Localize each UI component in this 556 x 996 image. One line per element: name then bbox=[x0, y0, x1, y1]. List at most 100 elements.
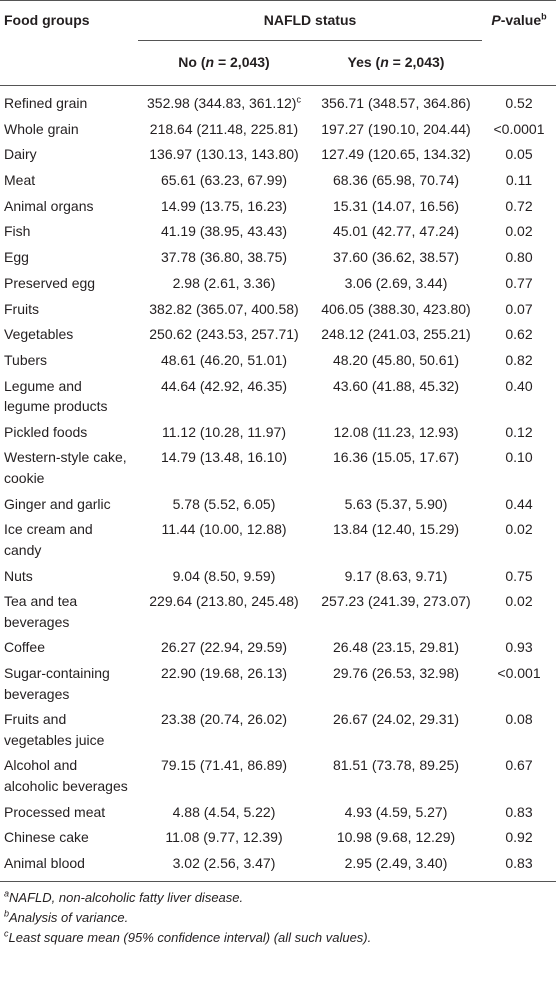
table-cell: 26.48 (23.15, 29.81) bbox=[332, 639, 460, 656]
table-cell: Vegetables bbox=[4, 326, 74, 343]
data-table: Food groups NAFLD status P-valueb No (n … bbox=[0, 0, 556, 882]
table-cell: 26.67 (24.02, 29.31) bbox=[332, 711, 460, 728]
table-row: Pickled foods 11.12 (10.28, 11.97) 12.08 (… bbox=[0, 419, 556, 445]
table-cell: 250.62 (243.53, 257.71) bbox=[149, 326, 299, 343]
table-cell: 43.60 (41.88, 45.32) bbox=[332, 377, 460, 394]
table-cell: Coffee bbox=[4, 639, 45, 656]
table-row: Legume and legume products 44.64 (42.92, … bbox=[0, 373, 556, 419]
table-cell: 352.98 (344.83, 361.12)c bbox=[138, 86, 310, 117]
table-cell: 12.08 (11.23, 12.93) bbox=[333, 423, 459, 440]
table-row: Refined grain 352.98 (344.83, 361.12)c 356… bbox=[0, 86, 556, 117]
table-row: Chinese cake 11.08 (9.77, 12.39) 10.98 (9.… bbox=[0, 825, 556, 851]
table-cell: 37.78 (36.80, 38.75) bbox=[160, 249, 288, 266]
table-row: Alcohol and alcoholic beverages 79.15 (71… bbox=[0, 753, 556, 799]
table-cell: 3.02 (2.56, 3.47) bbox=[138, 850, 310, 882]
table-cell: <0.001 bbox=[497, 665, 541, 682]
table-cell: Animal blood bbox=[0, 850, 138, 882]
header-text: = 2,043) bbox=[214, 53, 270, 70]
table-cell: 14.79 (13.48, 16.10) bbox=[160, 449, 288, 466]
table-cell: 48.20 (45.80, 50.61) bbox=[332, 351, 460, 368]
table-cell: 136.97 (130.13, 143.80) bbox=[149, 146, 299, 163]
table-row: Ice cream and candy 11.44 (10.00, 12.88) 1… bbox=[0, 517, 556, 563]
table-cell: Fish bbox=[4, 223, 31, 240]
table-cell: 26.27 (22.94, 29.59) bbox=[160, 639, 288, 656]
table-cell: 41.19 (38.95, 43.43) bbox=[160, 223, 288, 240]
table-cell: 229.64 (213.80, 245.48) bbox=[149, 593, 299, 610]
table-cell: 2.98 (2.61, 3.36) bbox=[172, 274, 276, 291]
table-cell: 79.15 (71.41, 86.89) bbox=[160, 757, 288, 774]
table-cell: 13.84 (12.40, 15.29) bbox=[332, 521, 460, 538]
table-cell: 248.12 (241.03, 255.21) bbox=[321, 326, 471, 343]
footnote-mark: b bbox=[4, 908, 10, 919]
table-cell: 356.71 (348.57, 364.86) bbox=[321, 95, 471, 111]
table-row: Ginger and garlic 5.78 (5.52, 6.05) 5.63 (… bbox=[0, 491, 556, 517]
table-cell: Meat bbox=[4, 172, 36, 189]
footnote-text: NAFLD, non-alcoholic fatty liver disease… bbox=[9, 889, 244, 905]
table-cell: 218.64 (211.48, 225.81) bbox=[149, 120, 299, 137]
header-text: No ( bbox=[178, 53, 206, 70]
table-cell: 0.52 bbox=[505, 95, 533, 111]
table-row: Processed meat 4.88 (4.54, 5.22) 4.93 (4.5… bbox=[0, 799, 556, 825]
table-cell: Ice cream and candy bbox=[4, 521, 93, 558]
table-cell: 23.38 (20.74, 26.02) bbox=[160, 711, 288, 728]
header-row: Food groups NAFLD status P-valueb bbox=[0, 0, 556, 41]
table-cell: 16.36 (15.05, 17.67) bbox=[332, 449, 460, 466]
header-cell: P-valueb bbox=[482, 0, 556, 40]
table-cell: Fruits and vegetables juice bbox=[4, 711, 105, 748]
header-cell: Yes (n = 2,043) bbox=[310, 40, 482, 86]
table-row: Vegetables 250.62 (243.53, 257.71) 248.12 … bbox=[0, 322, 556, 348]
table-cell: 0.44 bbox=[505, 495, 533, 512]
table-row: Meat 65.61 (63.23, 67.99) 68.36 (65.98, 70… bbox=[0, 167, 556, 193]
table-cell: 0.02 bbox=[505, 223, 533, 240]
table-cell: 0.05 bbox=[505, 146, 533, 163]
table-cell: 37.60 (36.62, 38.57) bbox=[332, 249, 460, 266]
table-cell: 11.12 (10.28, 11.97) bbox=[161, 423, 287, 440]
table-cell: 9.17 (8.63, 9.71) bbox=[344, 567, 448, 584]
table-cell: 0.12 bbox=[505, 423, 533, 440]
table-cell: Chinese cake bbox=[4, 829, 89, 846]
table-row: Dairy 136.97 (130.13, 143.80) 127.49 (120.… bbox=[0, 142, 556, 168]
table-row: Fruits and vegetables juice 23.38 (20.74,… bbox=[0, 707, 556, 753]
footnote: bAnalysis of variance. bbox=[4, 908, 552, 928]
table-cell: Egg bbox=[4, 249, 29, 266]
table-cell: 11.08 (9.77, 12.39) bbox=[165, 829, 283, 846]
footnote-text: Least square mean (95% confidence interv… bbox=[8, 929, 372, 945]
table-cell: 0.02 bbox=[505, 521, 533, 538]
table-cell: Processed meat bbox=[4, 803, 106, 820]
table-cell: Fruits bbox=[4, 300, 39, 317]
header-cell: Food groups bbox=[0, 0, 138, 40]
header-text: -value bbox=[500, 12, 542, 28]
table-cell: 15.31 (14.07, 16.56) bbox=[332, 197, 460, 214]
header-text: P bbox=[491, 12, 501, 28]
table-cell: 0.83 bbox=[505, 803, 533, 820]
table-cell: 2.95 (2.49, 3.40) bbox=[310, 850, 482, 882]
table-row: Tubers 48.61 (46.20, 51.01) 48.20 (45.80, … bbox=[0, 347, 556, 373]
table-cell: Refined grain bbox=[4, 95, 88, 111]
table-cell: 406.05 (388.30, 423.80) bbox=[321, 300, 471, 317]
table-cell: 0.92 bbox=[505, 829, 533, 846]
table-cell: 65.61 (63.23, 67.99) bbox=[160, 172, 288, 189]
table-cell: 0.75 bbox=[505, 567, 533, 584]
table-cell: 382.82 (365.07, 400.58) bbox=[149, 300, 299, 317]
table-row: Western-style cake, cookie 14.79 (13.48, … bbox=[0, 445, 556, 491]
table-row: Animal organs 14.99 (13.75, 16.23) 15.31 (… bbox=[0, 193, 556, 219]
table-row: Sugar-containing beverages 22.90 (19.68, … bbox=[0, 660, 556, 706]
header-cell bbox=[0, 40, 138, 86]
table-cell: 0.80 bbox=[505, 249, 533, 266]
table-cell: 45.01 (42.77, 47.24) bbox=[332, 223, 460, 240]
table-row: Animal blood 3.02 (2.56, 3.47) 2.95 (2.49,… bbox=[0, 850, 556, 882]
table-row: Preserved egg 2.98 (2.61, 3.36) 3.06 (2.69… bbox=[0, 270, 556, 296]
table-cell: 0.40 bbox=[505, 377, 533, 394]
header-cell bbox=[482, 40, 556, 86]
header-row: No (n = 2,043) Yes (n = 2,043) bbox=[0, 40, 556, 86]
footnote-mark: a bbox=[4, 888, 10, 899]
table-body: Refined grain 352.98 (344.83, 361.12)c 356… bbox=[0, 86, 556, 882]
table-cell: Western-style cake, cookie bbox=[4, 449, 127, 486]
table-cell: Pickled foods bbox=[4, 423, 88, 440]
table-cell: 0.62 bbox=[505, 326, 533, 343]
header-text: n bbox=[205, 53, 215, 70]
table-cell: Whole grain bbox=[4, 120, 79, 137]
table-cell: 29.76 (26.53, 32.98) bbox=[332, 665, 460, 682]
table-cell: 44.64 (42.92, 46.35) bbox=[160, 377, 288, 394]
